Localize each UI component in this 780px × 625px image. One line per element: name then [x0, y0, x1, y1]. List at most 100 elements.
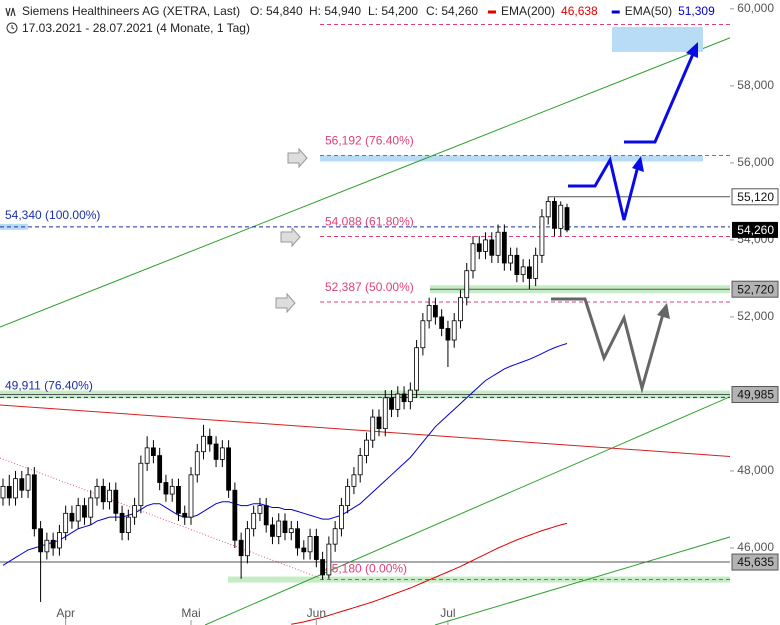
ema-line	[2, 343, 568, 566]
plot	[0, 196, 570, 625]
candle-body	[75, 505, 81, 522]
ohlc-high: H: 54,940	[309, 4, 361, 18]
candle-body	[451, 320, 457, 341]
candle-body	[44, 539, 50, 553]
candle-body	[445, 328, 451, 341]
ohlc-low: L: 54,200	[368, 4, 418, 18]
price-label: 52,720	[737, 282, 774, 296]
clock-hand	[11, 25, 15, 30]
candle-body	[295, 528, 300, 549]
candle-body	[326, 543, 332, 576]
candle-body	[232, 489, 238, 541]
candle-body	[307, 536, 313, 553]
candle-body	[82, 505, 87, 518]
y-tick-label: 56,000	[737, 155, 774, 169]
candle-body	[564, 207, 570, 231]
y-tick-label: 60,000	[737, 1, 774, 15]
candle-body	[407, 389, 413, 403]
y-tick-label: 46,000	[737, 540, 774, 554]
last-price-box	[732, 221, 778, 238]
candle-body	[219, 447, 225, 460]
fib-label: 52,387 (50.00%)	[325, 280, 414, 294]
candle-body	[13, 478, 18, 499]
candle-body	[88, 497, 94, 518]
chart-title: Siemens Healthineers AG (XETRA, Last)	[22, 4, 240, 18]
candle-body	[25, 474, 31, 491]
candle-body	[276, 520, 282, 537]
price-label: 45,635	[737, 555, 774, 569]
candle-body	[470, 243, 476, 272]
candle-body	[188, 474, 194, 518]
ema-line	[291, 522, 568, 625]
candle-body	[138, 462, 144, 507]
price-axis: 46,00048,00052,00054,00056,00058,00060,0…	[56, 1, 779, 625]
candle-body	[0, 485, 6, 499]
candle-body	[514, 254, 520, 275]
candle-body	[395, 393, 401, 410]
candle-body	[476, 243, 482, 252]
candle-body	[94, 485, 100, 499]
candle-body	[401, 393, 407, 403]
candle-body	[144, 447, 150, 464]
price-label: 49,985	[737, 388, 774, 402]
candle-body	[389, 397, 394, 410]
level-marker	[275, 292, 296, 314]
price-label: 55,120	[737, 190, 774, 204]
candle-body	[57, 532, 62, 549]
candle-body	[382, 397, 388, 430]
candle-body	[458, 297, 463, 322]
legend-label: EMA(200)	[501, 4, 555, 18]
candle-body	[527, 266, 532, 279]
chart-icon	[5, 7, 16, 17]
y-tick-label: 58,000	[737, 78, 774, 92]
header: Siemens Healthineers AG (XETRA, Last) O:…	[5, 4, 715, 35]
candle-body	[163, 482, 169, 495]
forecast-arrow	[624, 53, 695, 144]
trend-line	[434, 536, 730, 625]
candle-body	[552, 201, 557, 229]
legend: EMA(200) 46,638 EMA(50) 51,309	[488, 4, 715, 18]
candle-body	[426, 304, 432, 322]
candle-body	[107, 489, 112, 503]
candle-body	[376, 416, 382, 430]
candle-body	[270, 524, 275, 537]
candle-body	[6, 485, 12, 499]
candle-body	[357, 455, 363, 476]
y-tick-label: 48,000	[737, 463, 774, 477]
level-marker	[287, 147, 308, 169]
candle-body	[464, 270, 470, 299]
candle-body	[69, 512, 75, 522]
fib-label: 56,192 (76.40%)	[325, 134, 414, 148]
target-box	[612, 27, 703, 52]
level-label: 54,340 (100.00%)	[5, 208, 100, 222]
candle-body	[414, 347, 420, 391]
candle-body	[119, 512, 125, 533]
candle-body	[169, 485, 175, 495]
candle-body	[176, 485, 181, 514]
legend-label: EMA(50)	[625, 4, 672, 18]
x-tick-label: Jul	[440, 606, 455, 620]
candle-body	[370, 416, 376, 441]
candle-body	[132, 505, 138, 518]
candle-body	[125, 516, 131, 533]
candle-body	[201, 435, 206, 453]
forecast-arrow	[568, 155, 640, 221]
candle-body	[38, 528, 43, 553]
level-markers	[275, 147, 308, 314]
trend-line	[0, 37, 730, 328]
arrow-head	[686, 42, 698, 58]
candle-body	[182, 512, 188, 518]
candle-body	[113, 489, 119, 514]
candle-body	[483, 239, 488, 252]
candle-body	[157, 455, 163, 483]
candle-body	[439, 316, 445, 329]
candle-body	[351, 474, 357, 487]
candle-body	[313, 536, 319, 560]
candle-body	[150, 447, 156, 456]
candle-body	[420, 320, 426, 349]
level-band	[228, 576, 730, 583]
candle-body	[263, 505, 269, 526]
candle-body	[332, 528, 338, 545]
levels: 56,192 (76.40%) 54,088 (61.80%) 52,387 (50…	[0, 23, 730, 581]
candle-body	[244, 528, 250, 557]
